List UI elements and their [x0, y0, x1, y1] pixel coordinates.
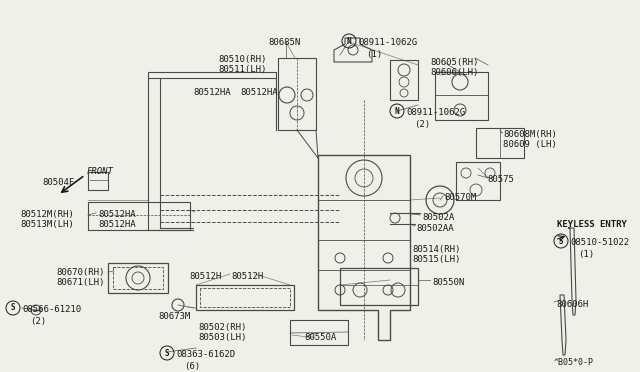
Text: 80673M: 80673M — [158, 312, 190, 321]
Text: N: N — [347, 36, 351, 45]
Text: ^B05*0-P: ^B05*0-P — [554, 358, 594, 367]
Text: S: S — [559, 237, 563, 246]
Text: 08911-1062G: 08911-1062G — [358, 38, 417, 47]
Text: 80550N: 80550N — [432, 278, 464, 287]
Text: KEYLESS ENTRY: KEYLESS ENTRY — [557, 220, 627, 229]
Text: 80608M(RH): 80608M(RH) — [503, 130, 557, 139]
Text: 80514(RH): 80514(RH) — [412, 245, 460, 254]
Text: 80670(RH): 80670(RH) — [56, 268, 104, 277]
Text: 08911-1062G: 08911-1062G — [406, 108, 465, 117]
Text: 80685N: 80685N — [268, 38, 300, 47]
Text: 80575: 80575 — [487, 175, 514, 184]
Text: 80502(RH): 80502(RH) — [198, 323, 246, 332]
Text: 80512H: 80512H — [231, 272, 263, 281]
Text: S: S — [164, 349, 170, 357]
Text: FRONT: FRONT — [87, 167, 114, 176]
Text: 80512H: 80512H — [189, 272, 221, 281]
Text: 80504F: 80504F — [42, 178, 74, 187]
Text: 80503(LH): 80503(LH) — [198, 333, 246, 342]
Text: 80606(LH): 80606(LH) — [430, 68, 478, 77]
Text: 08566-61210: 08566-61210 — [22, 305, 81, 314]
Text: 80609 (LH): 80609 (LH) — [503, 140, 557, 149]
Text: (6): (6) — [184, 362, 200, 371]
Text: 80605(RH): 80605(RH) — [430, 58, 478, 67]
Text: (1): (1) — [578, 250, 594, 259]
Text: 80606H: 80606H — [556, 300, 588, 309]
Text: (2): (2) — [414, 120, 430, 129]
Text: 80512HA: 80512HA — [98, 210, 136, 219]
Text: 80570M: 80570M — [444, 193, 476, 202]
Text: (2): (2) — [30, 317, 46, 326]
Text: 80550A: 80550A — [304, 333, 336, 342]
Text: 80512HA: 80512HA — [193, 88, 230, 97]
Text: 80510(RH): 80510(RH) — [218, 55, 266, 64]
Text: 80502A: 80502A — [422, 213, 454, 222]
Text: 80512HA: 80512HA — [98, 220, 136, 229]
Text: 80515(LH): 80515(LH) — [412, 255, 460, 264]
Text: 80512M(RH): 80512M(RH) — [20, 210, 74, 219]
Text: 80502AA: 80502AA — [416, 224, 454, 233]
Text: 80671(LH): 80671(LH) — [56, 278, 104, 287]
Text: 80513M(LH): 80513M(LH) — [20, 220, 74, 229]
Text: N: N — [395, 106, 399, 115]
Text: S: S — [11, 304, 15, 312]
Text: 08510-51022: 08510-51022 — [570, 238, 629, 247]
Text: 80511(LH): 80511(LH) — [218, 65, 266, 74]
Text: 08363-6162D: 08363-6162D — [176, 350, 235, 359]
Text: 80512HA: 80512HA — [240, 88, 278, 97]
Text: (1): (1) — [366, 50, 382, 59]
